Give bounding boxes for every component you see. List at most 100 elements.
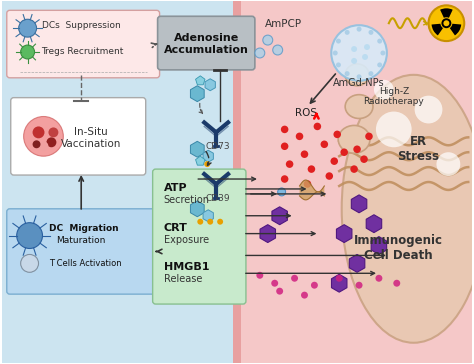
- Text: Vaccination: Vaccination: [61, 139, 121, 149]
- Circle shape: [314, 123, 321, 130]
- Circle shape: [368, 30, 374, 35]
- Text: Maturation: Maturation: [56, 236, 106, 245]
- Circle shape: [308, 165, 315, 173]
- Circle shape: [330, 157, 338, 165]
- FancyBboxPatch shape: [158, 16, 255, 70]
- Circle shape: [273, 45, 283, 55]
- Text: Release: Release: [164, 274, 202, 284]
- Ellipse shape: [345, 95, 373, 119]
- Circle shape: [350, 165, 358, 173]
- Text: Immunogenic
Cell Death: Immunogenic Cell Death: [354, 234, 443, 262]
- Circle shape: [281, 126, 288, 133]
- Circle shape: [18, 19, 36, 37]
- Circle shape: [207, 219, 213, 225]
- Circle shape: [46, 137, 56, 147]
- Circle shape: [375, 275, 383, 282]
- FancyArrowPatch shape: [199, 103, 202, 114]
- Bar: [2, 1, 237, 363]
- Text: ER
Stress: ER Stress: [398, 135, 439, 163]
- Circle shape: [351, 46, 357, 52]
- Text: Secretion: Secretion: [164, 195, 210, 205]
- Text: DC  Migration: DC Migration: [49, 224, 119, 233]
- Ellipse shape: [342, 75, 474, 343]
- Circle shape: [377, 62, 382, 67]
- Circle shape: [278, 188, 286, 196]
- Circle shape: [276, 288, 283, 294]
- Text: AmGd-NPs: AmGd-NPs: [333, 78, 385, 88]
- Circle shape: [377, 39, 382, 44]
- Circle shape: [256, 272, 263, 279]
- Circle shape: [362, 54, 368, 60]
- Text: CD73: CD73: [206, 142, 230, 151]
- Circle shape: [281, 175, 288, 183]
- FancyBboxPatch shape: [7, 209, 160, 294]
- Text: In-Situ: In-Situ: [74, 127, 108, 137]
- Text: DCs  Suppression: DCs Suppression: [42, 21, 120, 30]
- Circle shape: [441, 18, 451, 28]
- Circle shape: [437, 152, 460, 176]
- Circle shape: [336, 62, 341, 67]
- Circle shape: [291, 275, 298, 282]
- Circle shape: [415, 96, 442, 123]
- Circle shape: [360, 155, 368, 163]
- Circle shape: [356, 27, 362, 32]
- Circle shape: [333, 131, 341, 138]
- Text: ATP: ATP: [164, 183, 187, 193]
- Circle shape: [381, 51, 385, 55]
- Text: T Cells Activation: T Cells Activation: [49, 259, 122, 268]
- Circle shape: [311, 282, 318, 289]
- Circle shape: [356, 282, 363, 289]
- Circle shape: [263, 35, 273, 45]
- Circle shape: [428, 5, 464, 41]
- Circle shape: [365, 132, 373, 140]
- Circle shape: [33, 126, 45, 138]
- Text: Tregs Recruitment: Tregs Recruitment: [42, 47, 124, 55]
- Text: AmPCP: AmPCP: [265, 19, 302, 29]
- Circle shape: [326, 172, 333, 180]
- Text: CRT: CRT: [164, 223, 187, 233]
- Circle shape: [336, 275, 343, 282]
- Circle shape: [197, 219, 203, 225]
- Circle shape: [38, 141, 48, 151]
- Circle shape: [301, 150, 308, 158]
- FancyBboxPatch shape: [11, 98, 146, 175]
- Circle shape: [336, 39, 341, 44]
- Circle shape: [301, 292, 308, 298]
- Bar: [237, 1, 472, 363]
- Text: High-Z
Radiotherapy: High-Z Radiotherapy: [364, 87, 424, 106]
- Circle shape: [368, 71, 374, 76]
- Circle shape: [331, 25, 387, 81]
- Text: Exposure: Exposure: [164, 234, 209, 245]
- Circle shape: [340, 149, 348, 156]
- Circle shape: [24, 116, 64, 156]
- Ellipse shape: [338, 126, 370, 153]
- Circle shape: [48, 127, 58, 137]
- Circle shape: [255, 48, 265, 58]
- Circle shape: [21, 254, 38, 272]
- Text: Accumulation: Accumulation: [164, 45, 249, 55]
- Circle shape: [296, 132, 303, 140]
- Wedge shape: [450, 24, 461, 35]
- Circle shape: [17, 223, 43, 249]
- Circle shape: [356, 74, 362, 79]
- FancyBboxPatch shape: [153, 169, 246, 304]
- Text: CD39: CD39: [206, 194, 230, 203]
- Circle shape: [376, 111, 411, 147]
- Circle shape: [33, 140, 40, 148]
- Circle shape: [364, 44, 370, 50]
- Circle shape: [320, 141, 328, 148]
- Text: ROS: ROS: [294, 107, 317, 118]
- Circle shape: [21, 45, 35, 59]
- Bar: [233, 1, 241, 363]
- FancyArrowPatch shape: [206, 151, 211, 165]
- Circle shape: [271, 280, 278, 287]
- Wedge shape: [440, 8, 453, 18]
- Circle shape: [353, 146, 361, 153]
- FancyBboxPatch shape: [7, 10, 160, 78]
- Circle shape: [286, 161, 293, 168]
- Text: HMGB1: HMGB1: [164, 262, 209, 272]
- Circle shape: [345, 71, 350, 76]
- Circle shape: [351, 58, 357, 64]
- Circle shape: [333, 51, 338, 55]
- Ellipse shape: [345, 64, 369, 86]
